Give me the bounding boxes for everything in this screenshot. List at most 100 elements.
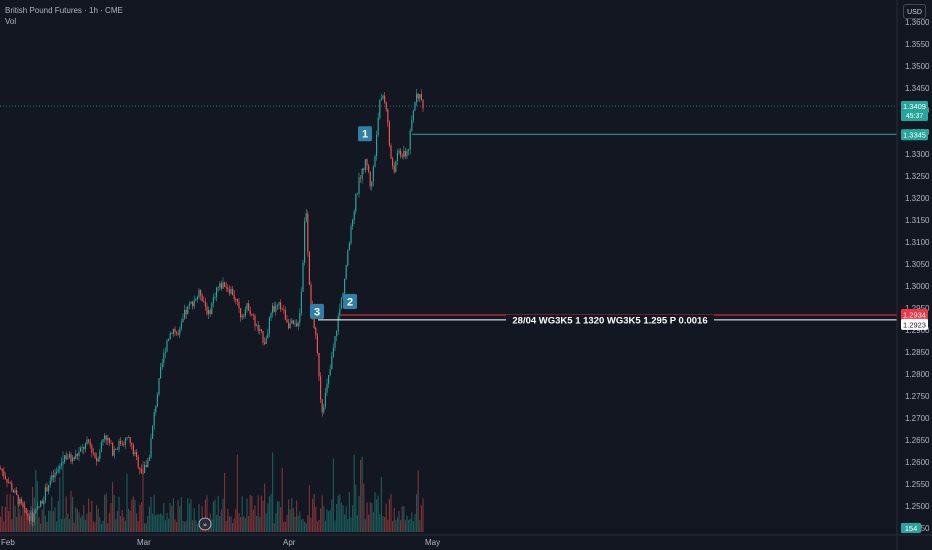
volume-bar: [377, 495, 379, 532]
volume-label: Vol: [5, 17, 17, 26]
time-axis[interactable]: Feb Mar Apr May: [0, 534, 932, 547]
candle-body: [38, 506, 40, 508]
candle-body: [235, 299, 237, 301]
candle-body: [331, 356, 333, 370]
candle-body: [408, 149, 410, 151]
volume-bar: [321, 495, 323, 532]
candle-body: [352, 220, 354, 227]
volume-bar: [152, 513, 154, 532]
marker-box-1[interactable]: [358, 126, 372, 142]
candle-body: [164, 351, 166, 353]
y-tick-label: 1.2750: [905, 392, 930, 401]
volume-bar: [406, 515, 408, 532]
candle-body: [249, 310, 251, 314]
marker-label-2: 2: [347, 297, 353, 309]
candle-body: [59, 465, 61, 469]
scroll-button-circle[interactable]: [198, 517, 212, 531]
candle-body: [251, 313, 253, 316]
volume-bar: [100, 523, 102, 532]
volume-bar: [268, 496, 270, 532]
candle-body: [52, 475, 54, 478]
price-badge-1: [901, 129, 928, 141]
candle-body: [259, 329, 261, 331]
volume-bar: [412, 521, 414, 532]
volume-badge: [901, 523, 921, 533]
candle-body: [196, 297, 198, 300]
candle-body: [356, 193, 358, 195]
candle-body: [328, 375, 330, 384]
volume-bar: [126, 473, 128, 532]
volume-bar: [92, 521, 94, 532]
volume-bar: [65, 496, 67, 532]
candle-body: [329, 369, 331, 376]
candle-body: [28, 515, 30, 521]
horizontal-lines[interactable]: 1 2 3 28/04 WG3K5 1 1320 WG3K5 1.295 P 0.00…: [0, 105, 897, 326]
volume-bar: [155, 514, 157, 532]
volume-bar: [323, 506, 325, 532]
volume-bar: [156, 514, 158, 532]
volume-bar: [300, 519, 302, 532]
candle-body: [334, 336, 336, 348]
candle-body: [73, 457, 75, 459]
candle-body: [68, 454, 70, 459]
candle-body: [291, 320, 293, 324]
candle-body: [297, 322, 299, 327]
volume-bar: [276, 501, 278, 532]
candle-body: [350, 226, 352, 244]
candle-body: [134, 452, 136, 455]
volume-bar: [337, 495, 339, 532]
volume-bar: [187, 498, 189, 532]
y-tick-label: 1.2600: [905, 458, 930, 467]
candle-body: [376, 134, 378, 157]
volume-bar: [332, 458, 334, 532]
marker-box-3[interactable]: [310, 303, 324, 319]
volume-bar: [108, 512, 110, 532]
candle-body: [89, 441, 91, 446]
candle-body: [345, 265, 347, 279]
volume-bar: [1, 505, 3, 532]
candle-body: [163, 352, 165, 364]
volume-bar: [272, 452, 274, 532]
volume-bar: [163, 502, 165, 532]
candle-body: [371, 181, 373, 187]
candle-body: [209, 310, 211, 314]
y-tick-label: 1.3200: [905, 194, 930, 203]
candle-body: [177, 333, 179, 335]
volume-bar: [161, 514, 163, 532]
candle-body: [326, 383, 328, 393]
volume-bar: [225, 520, 227, 532]
candle-body: [316, 335, 318, 353]
candle-body: [398, 150, 400, 154]
candle-body: [377, 117, 379, 135]
volume-bar: [220, 509, 222, 532]
candle-body: [401, 155, 403, 157]
candle-body: [272, 305, 274, 314]
volume-bar: [244, 518, 246, 532]
candle-body: [86, 439, 88, 444]
candle-body: [246, 303, 248, 310]
y-tick-label: 1.3550: [905, 40, 930, 49]
volume-bars: [0, 451, 424, 532]
candle-body: [156, 394, 158, 407]
candle-body: [25, 508, 27, 514]
volume-bar: [324, 520, 326, 532]
volume-bar: [288, 499, 290, 532]
marker-box-2[interactable]: [343, 294, 357, 310]
volume-bar: [158, 514, 160, 532]
volume-bar: [249, 494, 251, 532]
candle-body: [400, 150, 402, 156]
volume-bar: [94, 522, 96, 532]
scroll-to-realtime-button[interactable]: »: [198, 517, 212, 531]
volume-bar: [275, 513, 277, 532]
volume-bar: [308, 485, 310, 532]
currency-button[interactable]: USD: [903, 4, 926, 19]
candle-body: [278, 302, 280, 306]
volume-bar: [344, 514, 346, 532]
y-tick-label: 1.2650: [905, 436, 930, 445]
volume-bar: [195, 520, 197, 532]
candle-body: [153, 412, 155, 426]
volume-bar: [59, 477, 61, 532]
candle-body: [83, 447, 85, 450]
y-tick-label: 1.3050: [905, 260, 930, 269]
